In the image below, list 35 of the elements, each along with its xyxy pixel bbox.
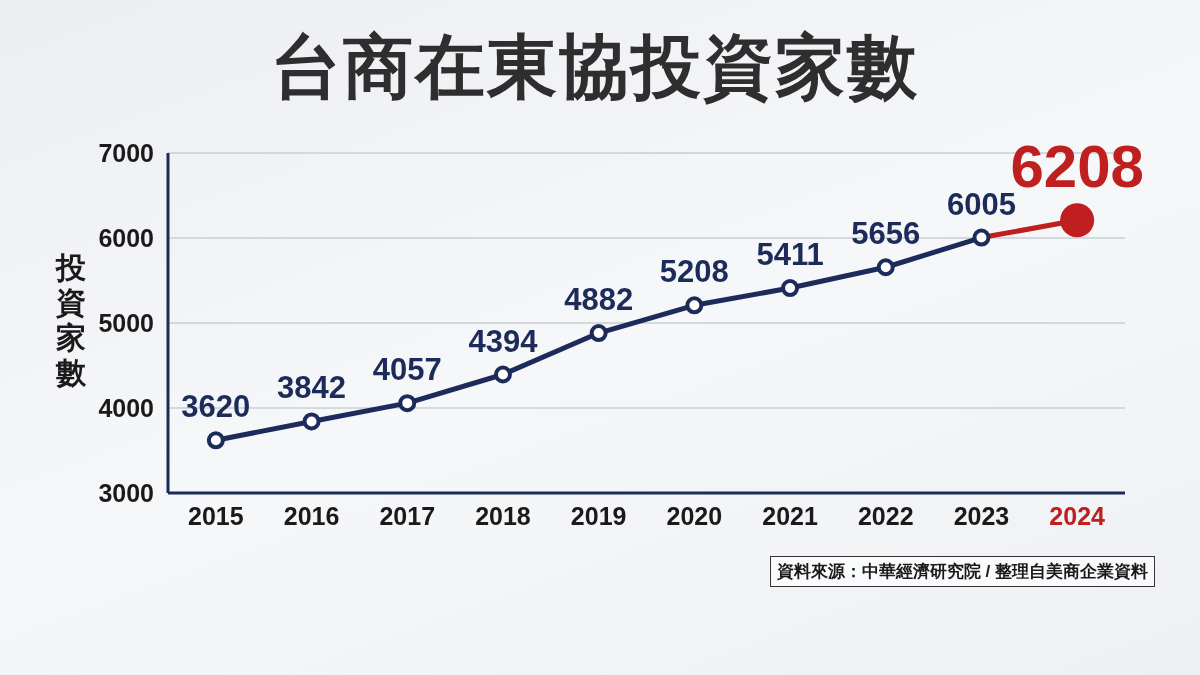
- point: [972, 228, 991, 247]
- y-tick-label: 7000: [98, 138, 154, 167]
- data-label: 5208: [659, 254, 729, 290]
- data-label: 4882: [564, 282, 634, 318]
- point: [685, 296, 704, 315]
- point: [493, 365, 512, 384]
- x-tick-label: 2019: [570, 502, 627, 530]
- x-tick-label: 2020: [666, 502, 723, 530]
- y-tick-label: 5000: [98, 308, 154, 337]
- source-note: 資料來源：中華經濟研究院 / 整理自美商企業資料: [769, 556, 1155, 587]
- y-tick-label: 6000: [98, 223, 154, 252]
- point: [876, 258, 895, 277]
- y-axis-title: 投資家數: [54, 250, 87, 390]
- point: [589, 324, 608, 343]
- x-tick-label: 2017: [379, 502, 436, 530]
- x-tick-label: 2015: [188, 502, 244, 530]
- data-label: 5411: [756, 237, 824, 273]
- x-tick-label: 2023: [953, 502, 1010, 530]
- y-tick-label: 4000: [98, 393, 154, 422]
- x-tick-label: 2018: [475, 502, 531, 530]
- data-label: 5656: [851, 216, 921, 252]
- data-label: 4057: [372, 352, 442, 388]
- x-tick-label: 2022: [857, 502, 914, 530]
- data-label: 4394: [468, 323, 539, 359]
- point: [302, 412, 321, 431]
- point: [398, 394, 417, 413]
- x-tick-label: 2016: [283, 502, 340, 530]
- data-label: 3620: [181, 389, 251, 425]
- data-label: 3842: [277, 370, 347, 406]
- x-tick-label: 2021: [762, 502, 818, 530]
- y-tick-label: 3000: [98, 478, 154, 507]
- chart-title: 台商在東協投資家數: [270, 27, 920, 108]
- point: [781, 279, 800, 298]
- point: [206, 431, 225, 450]
- x-tick-label: 2024: [1049, 502, 1106, 530]
